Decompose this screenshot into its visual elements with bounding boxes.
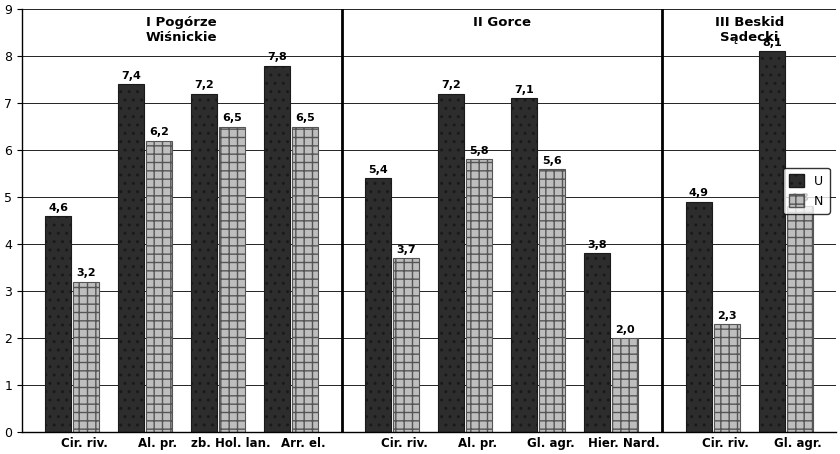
Bar xyxy=(73,281,99,432)
Bar xyxy=(264,65,290,432)
Text: 5,4: 5,4 xyxy=(369,165,388,175)
Text: 3,2: 3,2 xyxy=(76,268,96,278)
Text: 7,8: 7,8 xyxy=(267,52,286,62)
Text: I Pogórze
Wiśnickie: I Pogórze Wiśnickie xyxy=(145,16,218,44)
Text: 6,5: 6,5 xyxy=(295,114,315,123)
Text: 8,1: 8,1 xyxy=(762,38,782,48)
Bar xyxy=(393,258,419,432)
Bar xyxy=(539,169,565,432)
Bar xyxy=(438,94,465,432)
Bar xyxy=(45,216,71,432)
Bar xyxy=(146,141,172,432)
Text: 5,6: 5,6 xyxy=(543,156,562,166)
Text: 3,8: 3,8 xyxy=(587,240,607,250)
Bar xyxy=(365,178,391,432)
Bar xyxy=(291,127,318,432)
Bar xyxy=(759,51,785,432)
Text: 4,9: 4,9 xyxy=(689,188,709,198)
Text: 4,6: 4,6 xyxy=(48,202,68,212)
Text: 2,0: 2,0 xyxy=(616,325,635,335)
Text: II Gorce: II Gorce xyxy=(473,16,531,29)
Bar xyxy=(686,202,711,432)
Text: 3,7: 3,7 xyxy=(396,245,416,255)
Bar xyxy=(219,127,244,432)
Text: III Beskid
Sądecki: III Beskid Sądecki xyxy=(715,16,784,44)
Text: 4,8: 4,8 xyxy=(790,193,810,203)
Bar xyxy=(612,338,638,432)
Text: 2,3: 2,3 xyxy=(717,311,737,321)
Bar xyxy=(466,159,492,432)
Text: 6,5: 6,5 xyxy=(222,114,242,123)
Bar xyxy=(118,84,144,432)
Bar xyxy=(191,94,217,432)
Text: 7,4: 7,4 xyxy=(121,71,141,81)
Bar xyxy=(714,324,740,432)
Text: 7,1: 7,1 xyxy=(514,85,534,95)
Text: 6,2: 6,2 xyxy=(149,128,169,138)
Text: 5,8: 5,8 xyxy=(470,146,489,156)
Bar xyxy=(585,253,610,432)
Bar xyxy=(512,99,538,432)
Text: 7,2: 7,2 xyxy=(442,80,461,90)
Legend: U, N: U, N xyxy=(783,168,830,214)
Bar xyxy=(787,207,812,432)
Text: 7,2: 7,2 xyxy=(194,80,213,90)
